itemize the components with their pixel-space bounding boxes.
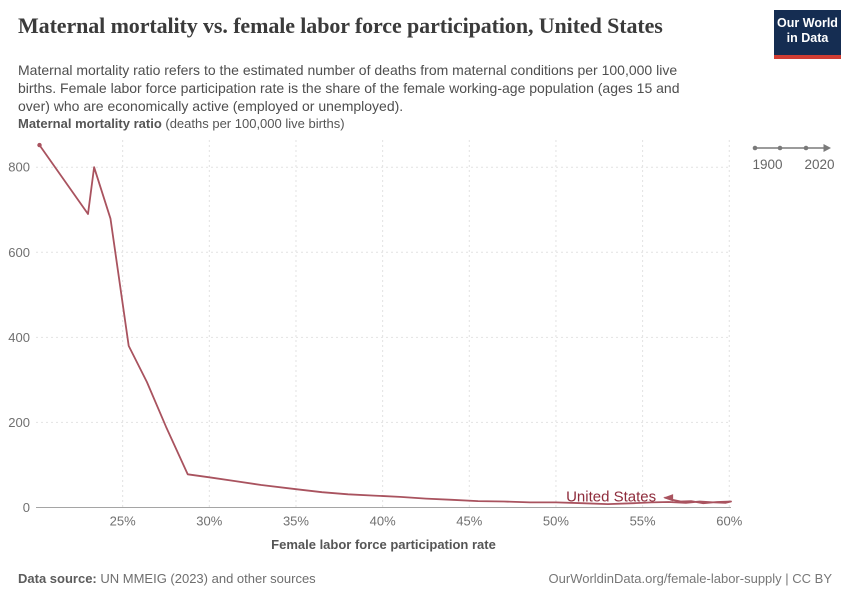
y-tick-label: 200	[8, 415, 30, 430]
us-series-line[interactable]	[38, 144, 732, 505]
owid-logo[interactable]: Our World in Data	[774, 10, 841, 59]
timeline-dot[interactable]	[752, 145, 758, 151]
series-end-arrow-icon	[663, 494, 674, 502]
x-tick-label: 30%	[196, 514, 222, 529]
footer-citation-link[interactable]: OurWorldinData.org/female-labor-supply |…	[548, 571, 832, 586]
y-tick-label: 600	[8, 245, 30, 260]
x-tick-label: 55%	[630, 514, 656, 529]
timeline-dot[interactable]	[803, 145, 809, 151]
owid-logo-line2: in Data	[786, 31, 829, 45]
chart-subtitle: Maternal mortality ratio refers to the e…	[18, 61, 680, 115]
x-tick-label: 40%	[370, 514, 396, 529]
y-axis-title: Maternal mortality ratio (deaths per 100…	[18, 116, 345, 131]
series-start-dot	[37, 142, 42, 148]
timeline-dot[interactable]	[777, 145, 783, 151]
x-axis-title: Female labor force participation rate	[271, 537, 496, 552]
x-tick-label: 25%	[110, 514, 136, 529]
y-axis-title-note: (deaths per 100,000 live births)	[161, 116, 345, 131]
y-tick-label: 800	[8, 160, 30, 175]
x-tick-label: 35%	[283, 514, 309, 529]
x-tick-label: 60%	[716, 514, 742, 529]
timeline-start-year: 1900	[752, 157, 782, 172]
footer-source-text: UN MMEIG (2023) and other sources	[96, 571, 316, 586]
owid-logo-line1: Our World	[777, 16, 838, 30]
y-tick-label: 400	[8, 330, 30, 345]
subtitle-line: over) who are economically active (emplo…	[18, 98, 404, 114]
y-tick-label: 0	[23, 500, 30, 515]
y-axis-title-bold: Maternal mortality ratio	[18, 116, 162, 131]
timeline-arrow-icon	[823, 144, 831, 152]
page-title: Maternal mortality vs. female labor forc…	[18, 13, 663, 38]
footer-source: Data source: UN MMEIG (2023) and other s…	[18, 571, 316, 586]
subtitle-line: births. Female labor force participation…	[18, 80, 680, 96]
footer-source-label: Data source:	[18, 571, 97, 586]
subtitle-line: Maternal mortality ratio refers to the e…	[18, 62, 678, 78]
entity-label[interactable]: United States	[566, 489, 656, 506]
plot-area: 0 200 400 600 800 25% 30% 35% 40% 45% 50% 55% 60% Uni…	[8, 140, 835, 529]
timeline-end-year: 2020	[804, 157, 834, 172]
x-tick-label: 50%	[543, 514, 569, 529]
x-tick-label: 45%	[456, 514, 482, 529]
